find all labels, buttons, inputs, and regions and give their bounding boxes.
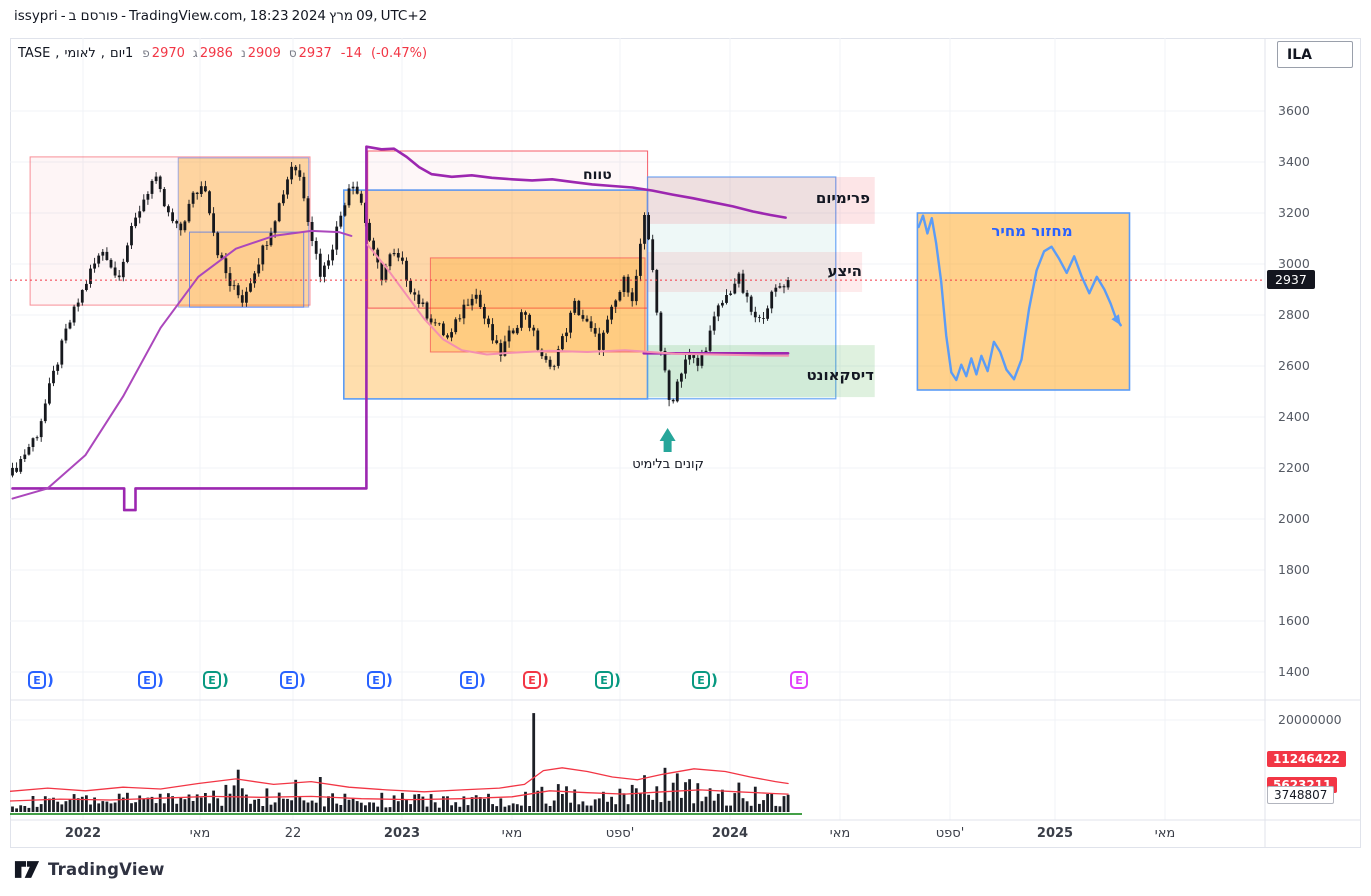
symbol-title-segment: TASE [18, 46, 51, 61]
annotation-supply: היצע [827, 262, 862, 280]
earnings-event-icon[interactable]: E) [138, 671, 164, 689]
attribution-segment: issypri [14, 8, 58, 24]
attribution-segment: פורסם ב [68, 8, 119, 24]
annotation-range: טווח [583, 167, 612, 183]
attribution-segment: 2024 [291, 8, 326, 24]
chart-canvas[interactable] [10, 38, 1361, 848]
symbol-title-segment: לאומי [64, 46, 96, 61]
ohlc-value: 2986 [199, 46, 233, 61]
pane-separators [10, 38, 1361, 848]
overlay-lines [11, 145, 790, 512]
attribution-segment: - [60, 8, 66, 24]
earnings-event-icon[interactable]: E) [523, 671, 549, 689]
earnings-event-icon[interactable]: E [790, 671, 808, 689]
tradingview-brand: TradingView [48, 860, 165, 879]
ohlc-item: נ 2909 [241, 46, 281, 61]
ohlc-key: פ [142, 46, 150, 60]
ohlc-values: פ 2970 ג 2986 נ 2909 ס 2937 [142, 46, 331, 61]
symbol-badge[interactable]: ILA [1277, 41, 1353, 68]
earnings-event-icon[interactable]: E) [692, 671, 718, 689]
publish-attribution: issypri - פורסם ב - TradingView.com, 18:23 202… [14, 8, 427, 24]
candlestick-series [11, 162, 790, 478]
earnings-event-icon[interactable]: E) [367, 671, 393, 689]
ohlc-item: ס 2937 [289, 46, 332, 61]
tradingview-footer[interactable]: TradingView [14, 860, 165, 879]
earnings-event-icon[interactable]: E) [203, 671, 229, 689]
attribution-segment: TradingView.com, [128, 8, 247, 24]
annotation-buy-limit: קונים בלימיט [632, 457, 704, 472]
box-range-2023 [342, 189, 649, 400]
ohlc-key: ס [288, 46, 297, 60]
earnings-event-icon[interactable]: E) [280, 671, 306, 689]
ohlc-item: ג 2986 [193, 46, 233, 61]
symbol-legend: TASE, לאומי, 1יום פ 2970 ג 2986 נ 2909 ס 2937 -14… [18, 46, 427, 61]
attribution-segment: - [121, 8, 126, 24]
tradingview-logo-icon [14, 861, 40, 878]
price-cycle-squiggle [917, 214, 1122, 382]
ohlc-value: 2909 [247, 46, 281, 61]
symbol-title-segment: 1יום [109, 46, 134, 61]
volume-ma-lines [10, 767, 789, 802]
attribution-segment: UTC+2 [380, 8, 428, 24]
attribution-segment: מרץ [329, 8, 354, 24]
ohlc-value: 2937 [298, 46, 332, 61]
band-premium [647, 177, 875, 224]
annotation-price-cycle: מחזור מחיר [991, 222, 1073, 240]
annotation-discount: דיסקאונט [806, 366, 874, 384]
box-price-cycle [916, 212, 1131, 391]
attribution-segment: 09, [356, 8, 378, 24]
change-percent: (-0.47%) [370, 46, 428, 61]
grid [10, 38, 1265, 820]
symbol-title: TASE, לאומי, 1יום [18, 46, 133, 61]
band-supply [647, 252, 863, 292]
volume-series [11, 713, 790, 812]
change-value: -14 [340, 46, 362, 61]
earnings-event-icon[interactable]: E) [28, 671, 54, 689]
earnings-event-icon[interactable]: E) [460, 671, 486, 689]
ohlc-item: פ 2970 [142, 46, 185, 61]
chart-frame[interactable]: 3600 3400 3200 3000 2800 2600 2400 2200 2000 1800… [10, 38, 1361, 848]
box-2023-red [367, 150, 649, 309]
symbol-title-segment: , [100, 46, 105, 61]
earnings-event-icon[interactable]: E) [595, 671, 621, 689]
attribution-segment: 18:23 [249, 8, 289, 24]
ohlc-key: ג [192, 46, 198, 60]
buy-limit-arrow [659, 428, 676, 452]
symbol-title-segment: , [55, 46, 60, 61]
annotation-premium: פרימיום [815, 189, 870, 207]
ohlc-value: 2970 [151, 46, 185, 61]
ohlc-key: נ [240, 46, 246, 60]
